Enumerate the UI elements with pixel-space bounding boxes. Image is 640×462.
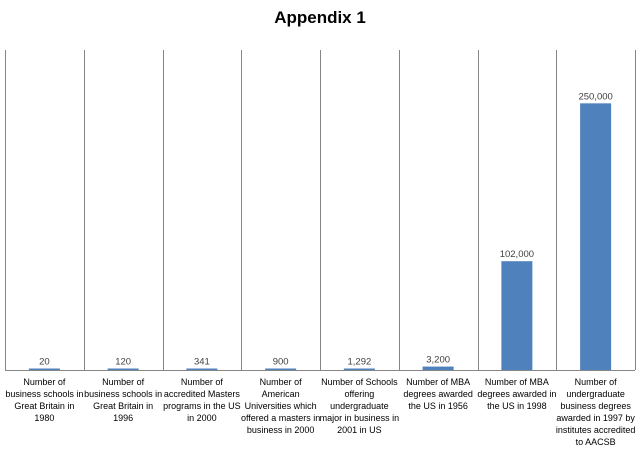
data-label: 250,000 [578, 91, 612, 102]
category-label: Number of American Universities which of… [240, 377, 321, 435]
category-label: Number of MBA degrees awarded in the US … [477, 377, 557, 411]
bar [501, 261, 533, 370]
bar [28, 368, 60, 370]
bar [580, 103, 612, 370]
data-label: 120 [115, 357, 131, 368]
category-label: Number of accredited Masters programs in… [163, 377, 241, 423]
category-label: Number of undergraduate business degrees… [555, 377, 636, 447]
bar [265, 368, 297, 370]
data-label: 102,000 [500, 249, 534, 260]
data-label: 1,292 [347, 357, 371, 368]
bar [422, 366, 454, 370]
category-label: Number of MBA degrees awarded the US in … [403, 377, 473, 411]
bar [186, 368, 218, 370]
category-label: Number of business schools in Great Brit… [84, 377, 163, 423]
bar [343, 368, 375, 370]
category-label: Number of business schools in Great Brit… [5, 377, 84, 423]
category-label: Number of Schools offering undergraduate… [319, 377, 400, 435]
chart-title: Appendix 1 [274, 8, 366, 27]
data-label: 20 [39, 357, 50, 368]
data-label: 900 [273, 357, 289, 368]
data-label: 341 [194, 357, 210, 368]
data-label: 3,200 [426, 355, 450, 366]
bar [107, 368, 139, 370]
